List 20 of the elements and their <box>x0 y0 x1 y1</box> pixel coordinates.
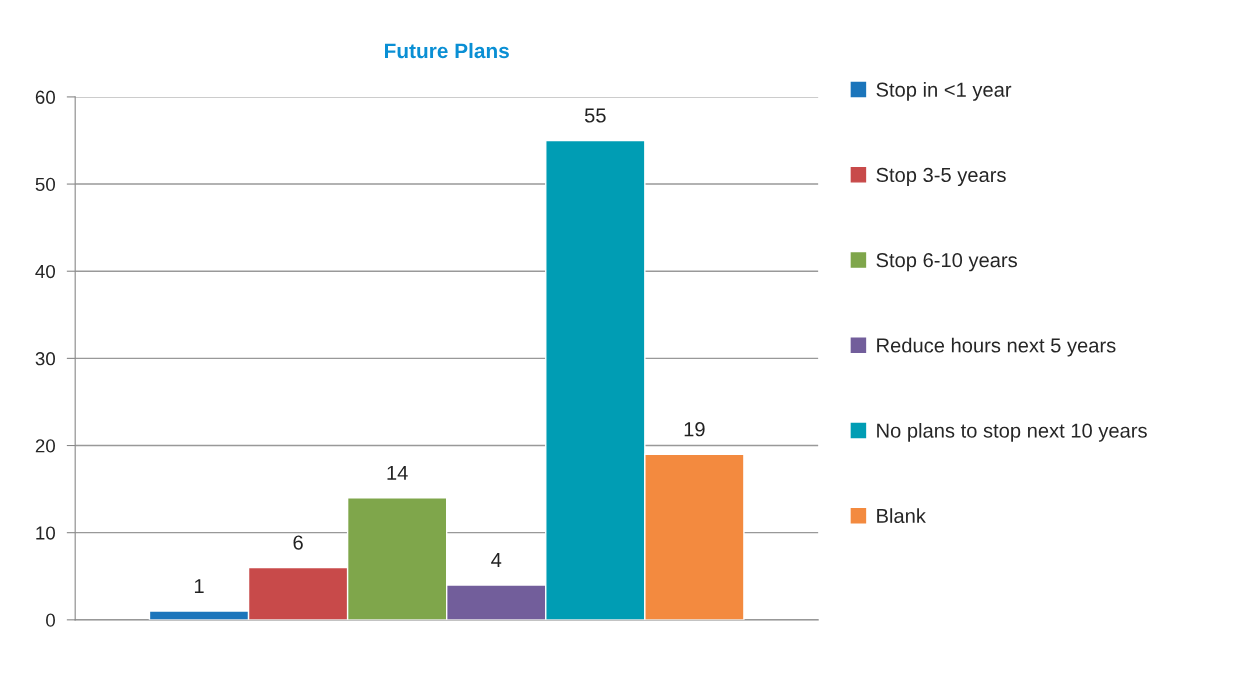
data-label: 19 <box>684 422 705 437</box>
legend-label: Reduce hours next 5 years <box>877 337 1116 357</box>
y-tick-label: 30 <box>35 352 55 366</box>
legend-label: No plans to stop next 10 years <box>877 422 1147 442</box>
legend-label: Stop in <1 year <box>876 82 1012 101</box>
legend-label: Stop 6-10 years <box>876 253 1017 272</box>
y-tick-label: 20 <box>35 439 55 453</box>
data-label: 14 <box>387 465 408 480</box>
y-tick-label: 0 <box>46 613 55 627</box>
legend-label: Stop 3-5 years <box>876 167 1006 187</box>
legend-label: Blank <box>877 508 926 524</box>
chart-title: Future Plans <box>385 42 509 59</box>
y-tick-label: 40 <box>35 264 55 279</box>
data-label: 4 <box>491 553 502 567</box>
data-label: 1 <box>194 579 204 594</box>
data-label: 6 <box>293 535 303 550</box>
data-label: 55 <box>584 108 606 123</box>
y-tick-label: 50 <box>35 177 55 192</box>
y-tick-label: 60 <box>35 90 55 104</box>
y-tick-label: 10 <box>36 526 55 540</box>
